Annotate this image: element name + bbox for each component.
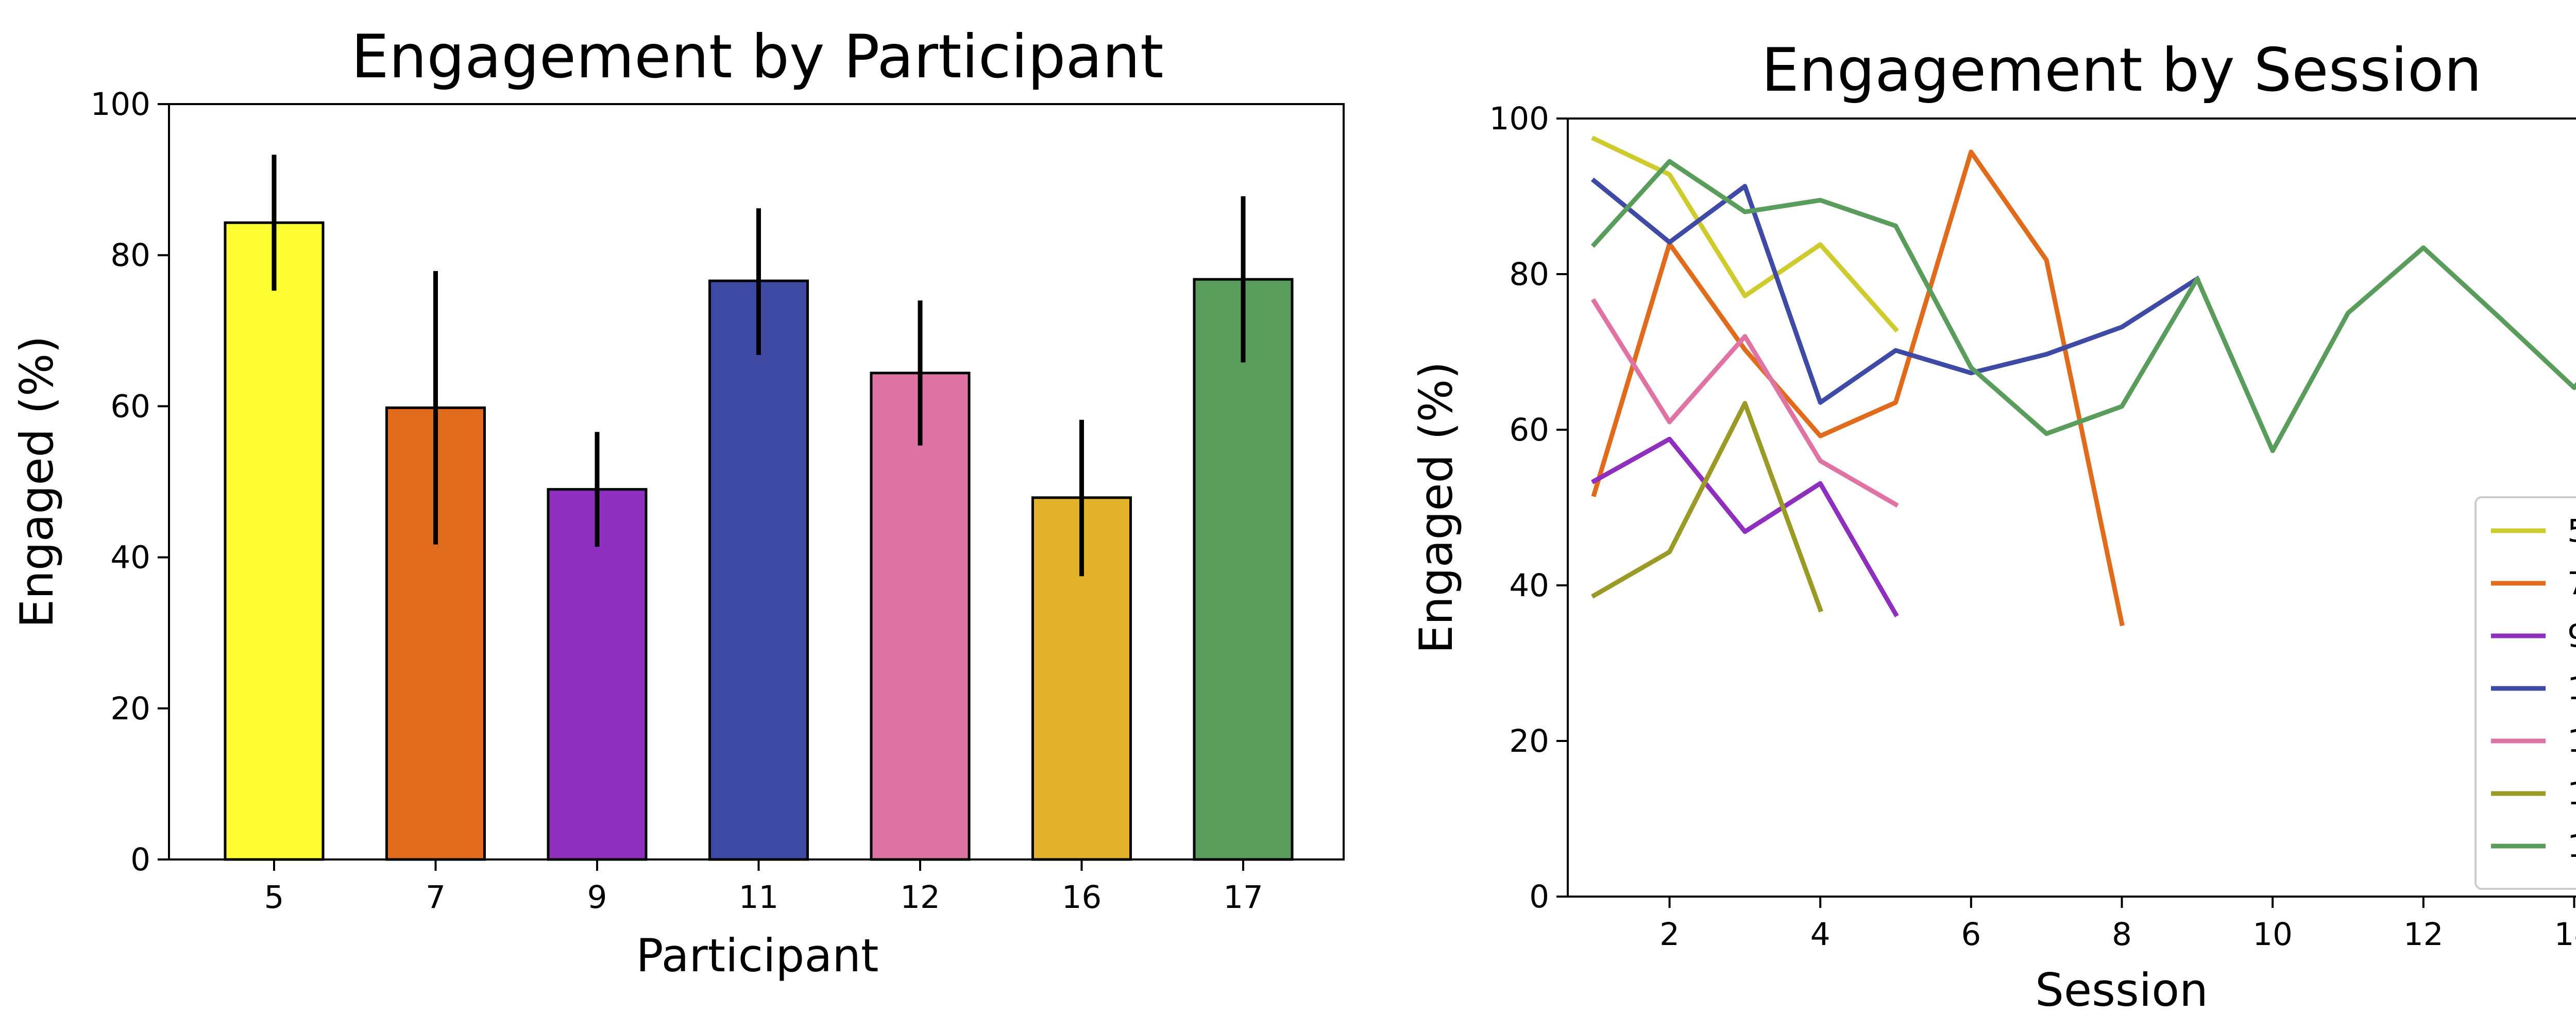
series-line: [1590, 177, 2201, 405]
y-tick-label: 100: [1489, 100, 1549, 137]
bar-chart-frame: [168, 103, 1345, 861]
line-chart-ticks: 0 20 40 60 80 100 2 4 6 8 10 12 14: [1489, 100, 2576, 953]
bar: [870, 372, 971, 861]
legend-label: 5: [2567, 513, 2576, 549]
y-tick-label: 40: [110, 539, 150, 576]
x-tick-label: 11: [739, 879, 779, 916]
y-tick-label: 0: [1529, 879, 1549, 915]
y-tick-label: 20: [110, 690, 150, 727]
y-tick-label: 60: [1509, 412, 1549, 448]
x-tick-label: 14: [2554, 916, 2576, 953]
x-tick-label: 9: [587, 879, 607, 916]
legend-box: [2475, 496, 2576, 890]
series-line: [1591, 149, 2125, 627]
x-tick-label: 10: [2252, 916, 2293, 953]
line-chart-session: Engagement by Session Session Engaged (%…: [1410, 36, 2576, 1017]
series-line: [1591, 401, 1823, 613]
y-tick-label: 60: [110, 388, 150, 425]
bar: [708, 279, 809, 861]
legend-label: 17: [2567, 828, 2576, 865]
legend-label: 9: [2567, 618, 2576, 654]
y-tick-label: 40: [1509, 567, 1549, 604]
line-chart-frame: [1567, 117, 2576, 898]
series-line: [1590, 298, 1899, 508]
y-tick-label: 20: [1509, 723, 1549, 760]
line-chart-legend: 5 7 9 11 12 16 17: [2475, 496, 2576, 890]
x-tick-label: 2: [1659, 916, 1680, 953]
y-tick-label: 80: [110, 237, 150, 274]
legend-label: 12: [2567, 723, 2576, 760]
series-line: [1591, 136, 1899, 333]
y-tick-label: 100: [91, 86, 150, 123]
x-tick-label: 8: [2112, 916, 2132, 953]
bar: [1193, 278, 1294, 861]
series-line: [1590, 159, 2576, 453]
line-chart-title: Engagement by Session: [1761, 36, 2482, 105]
series-line: [1591, 436, 1899, 618]
bar-chart-x-axis-label: Participant: [636, 929, 878, 982]
line-chart-series: [1590, 136, 2576, 627]
x-tick-label: 4: [1810, 916, 1831, 953]
x-tick-label: 16: [1062, 879, 1102, 916]
x-tick-label: 12: [2403, 916, 2444, 953]
x-tick-label: 7: [426, 879, 446, 916]
line-chart-y-axis-label: Engaged (%): [1410, 361, 1463, 653]
x-tick-label: 5: [264, 879, 284, 916]
legend-label: 7: [2567, 565, 2576, 602]
y-tick-label: 0: [130, 841, 150, 878]
bar-chart-participant: Engagement by Participant Participant En…: [10, 22, 1345, 982]
y-tick-label: 80: [1509, 256, 1549, 293]
x-tick-label: 17: [1223, 879, 1263, 916]
legend-label: 11: [2567, 670, 2576, 707]
line-chart-x-axis-label: Session: [2035, 964, 2208, 1017]
bar-chart-y-axis-label: Engaged (%): [10, 335, 63, 628]
legend-label: 16: [2567, 775, 2576, 812]
bar: [224, 221, 325, 861]
x-tick-label: 12: [900, 879, 940, 916]
bar-chart-ticks: 0 20 40 60 80 100 5 7 9 11 12 16 17: [91, 86, 1263, 916]
bar-chart-error-bars: [272, 155, 1246, 577]
bar-chart-title: Engagement by Participant: [351, 22, 1164, 92]
x-tick-label: 6: [1961, 916, 1981, 953]
